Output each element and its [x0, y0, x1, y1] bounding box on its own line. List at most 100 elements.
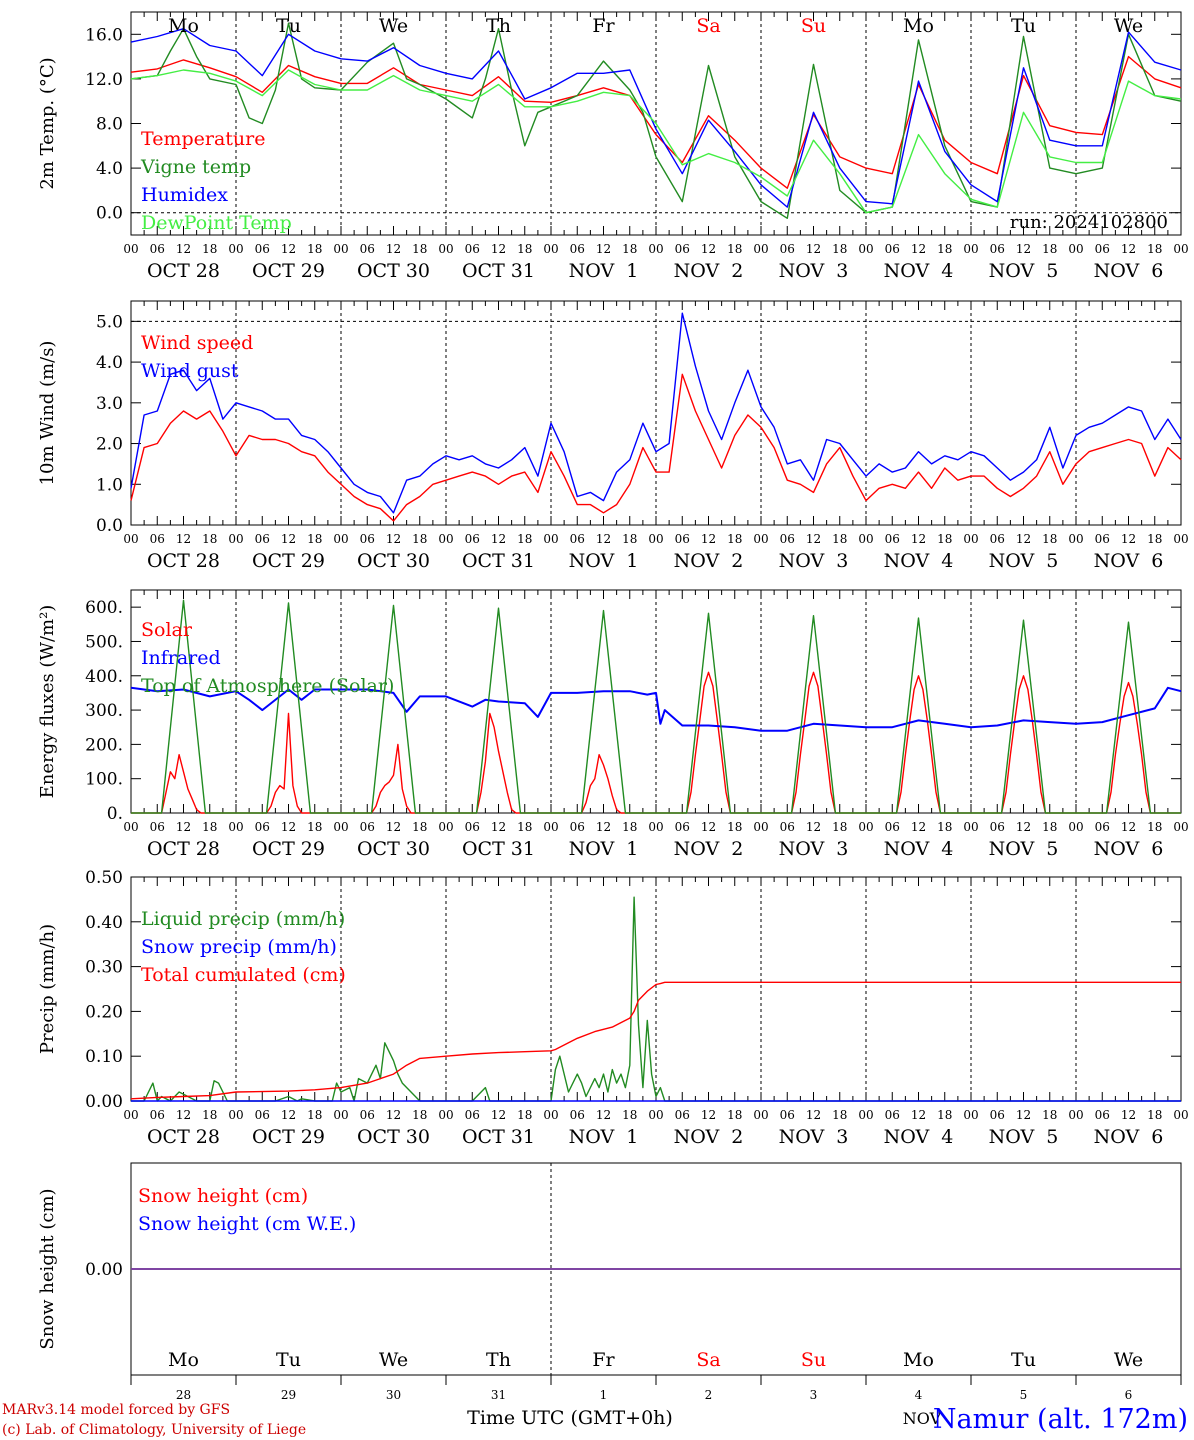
hour-tick-label: 18	[517, 242, 532, 256]
hour-tick-label: 06	[465, 242, 480, 256]
weekday-label: Mo	[168, 15, 199, 37]
y-tick-label: 8.0	[96, 115, 123, 135]
date-label: OCT 29	[252, 550, 325, 572]
date-label: NOV 5	[989, 1126, 1059, 1148]
hour-tick-label: 12	[176, 820, 191, 834]
hour-tick-label: 18	[517, 820, 532, 834]
hour-tick-label: 06	[780, 242, 795, 256]
hour-tick-label: 00	[543, 532, 558, 546]
y-tick-label: 200.	[85, 735, 123, 755]
hour-tick-label: 18	[622, 242, 637, 256]
hour-tick-label: 00	[753, 820, 768, 834]
hour-tick-label: 00	[438, 242, 453, 256]
hour-tick-label: 12	[911, 820, 926, 834]
hour-tick-label: 18	[832, 1108, 847, 1122]
hour-tick-label: 18	[1042, 242, 1057, 256]
hour-tick-label: 00	[1173, 242, 1188, 256]
hour-tick-label: 06	[885, 1108, 900, 1122]
hour-tick-label: 18	[937, 242, 952, 256]
date-label: NOV 3	[779, 838, 849, 860]
hour-tick-label: 18	[727, 242, 742, 256]
hour-tick-label: 06	[150, 1108, 165, 1122]
day-number-label: 30	[386, 1388, 401, 1402]
hour-tick-label: 06	[990, 532, 1005, 546]
hour-tick-label: 00	[963, 242, 978, 256]
hour-tick-label: 06	[885, 532, 900, 546]
y-tick-label: 0.0	[96, 516, 123, 536]
date-label: NOV 6	[1094, 838, 1164, 860]
legend-entry: Top of Atmosphere (Solar)	[141, 675, 394, 697]
hour-tick-label: 18	[937, 820, 952, 834]
hour-tick-label: 06	[675, 242, 690, 256]
series-line	[130, 69, 1182, 214]
date-label: OCT 31	[462, 550, 535, 572]
hour-tick-label: 06	[885, 820, 900, 834]
date-label: OCT 30	[357, 1126, 430, 1148]
hour-tick-label: 00	[543, 820, 558, 834]
legend-entry: Temperature	[141, 128, 265, 150]
y-tick-label: 3.0	[96, 394, 123, 414]
weekday-label: Sa	[696, 15, 720, 37]
hour-tick-label: 06	[360, 532, 375, 546]
hour-tick-label: 12	[176, 1108, 191, 1122]
hour-tick-label: 18	[202, 820, 217, 834]
hour-tick-label: 06	[570, 820, 585, 834]
hour-tick-label: 00	[858, 1108, 873, 1122]
hour-tick-label: 12	[1121, 532, 1136, 546]
weekday-label: Th	[486, 1349, 511, 1371]
hour-tick-label: 06	[465, 820, 480, 834]
hour-tick-label: 06	[255, 1108, 270, 1122]
time-axis-label: Time UTC (GMT+0h)	[467, 1407, 673, 1429]
hour-tick-label: 18	[727, 820, 742, 834]
hour-tick-label: 18	[727, 1108, 742, 1122]
hour-tick-label: 12	[281, 820, 296, 834]
hour-tick-label: 12	[596, 242, 611, 256]
panel-4: 00 06 12 18 00 06 12 18 00 06 12 18 00 06 12 18 00 06 12 18…	[37, 868, 1189, 1148]
hour-tick-label: 18	[517, 1108, 532, 1122]
hour-tick-label: 12	[491, 242, 506, 256]
hour-tick-label: 12	[701, 820, 716, 834]
date-label: NOV 6	[1094, 260, 1164, 282]
weekday-label: We	[379, 1349, 408, 1371]
y-tick-label: 0.40	[85, 913, 123, 933]
date-label: OCT 31	[462, 260, 535, 282]
hour-tick-label: 12	[281, 1108, 296, 1122]
hour-tick-label: 18	[727, 532, 742, 546]
y-axis-label: Snow height (cm)	[37, 1188, 58, 1349]
day-number-label: 4	[915, 1388, 923, 1402]
hour-tick-label: 12	[911, 242, 926, 256]
date-label: NOV 1	[569, 1126, 639, 1148]
hour-tick-label: 12	[806, 532, 821, 546]
hour-tick-label: 00	[1173, 820, 1188, 834]
hour-tick-label: 06	[780, 1108, 795, 1122]
hour-tick-label: 12	[911, 1108, 926, 1122]
hour-tick-label: 00	[858, 532, 873, 546]
date-label: NOV 2	[674, 1126, 744, 1148]
hour-tick-label: 06	[150, 532, 165, 546]
hour-tick-label: 06	[1095, 532, 1110, 546]
series-line	[130, 55, 1182, 189]
hour-tick-label: 18	[307, 242, 322, 256]
date-label: NOV 3	[779, 260, 849, 282]
hour-tick-label: 18	[517, 532, 532, 546]
series-line	[131, 896, 1181, 1102]
weekday-label: Su	[801, 1349, 826, 1371]
hour-tick-label: 06	[990, 1108, 1005, 1122]
date-label: NOV 3	[779, 1126, 849, 1148]
legend-entry: Solar	[141, 619, 193, 641]
hour-tick-label: 00	[123, 242, 138, 256]
date-label: NOV 2	[674, 838, 744, 860]
date-label: NOV 5	[989, 260, 1059, 282]
hour-tick-label: 12	[596, 1108, 611, 1122]
date-label: NOV 4	[884, 260, 954, 282]
hour-tick-label: 18	[832, 242, 847, 256]
hour-tick-label: 00	[753, 1108, 768, 1122]
y-tick-label: 16.0	[85, 25, 123, 45]
hour-tick-label: 12	[491, 532, 506, 546]
hour-tick-label: 18	[1042, 1108, 1057, 1122]
hour-tick-label: 18	[622, 532, 637, 546]
y-axis-label: 2m Temp. (°C)	[37, 57, 58, 189]
date-label: OCT 29	[252, 1126, 325, 1148]
legend-entry: DewPoint Temp	[141, 212, 292, 234]
